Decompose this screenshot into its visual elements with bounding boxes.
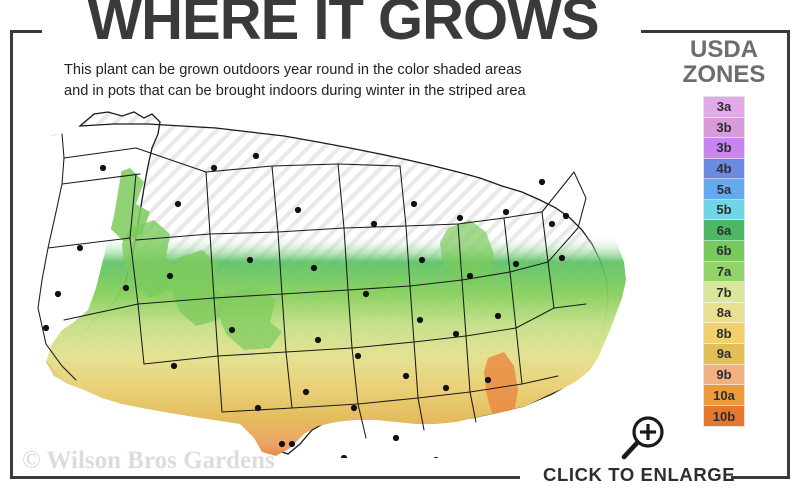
description-line-1: This plant can be grown outdoors year ro… [64,62,522,78]
usda-hardiness-zone-map[interactable] [18,108,658,458]
mid-atlantic-green-band [440,220,494,286]
legend-swatch-7b-9: 7b [704,282,744,303]
description-line-2: and in pots that can be brought indoors … [64,82,526,99]
state-boundaries-layer [37,133,587,439]
legend-swatch-3b-2: 3b [704,138,744,159]
legend-swatch-5b-5: 5b [704,199,744,221]
legend-swatch-column: 3a 3b 3b 4b 5a 5b 6a 6b 7a 7b 8a 8b 9a 9b 10a 10b [703,95,745,428]
click-to-enlarge-label[interactable]: CLICK TO ENLARGE [543,464,736,485]
frame-left-edge [10,30,13,479]
city-dots-layer [42,152,570,458]
florida-warm-tip [484,352,518,424]
frame-top-right-segment [641,30,790,33]
map-svg [37,111,626,458]
page-title: WHERE IT GROWS [87,0,599,52]
legend-title: USDA ZONES [668,36,780,88]
legend-swatch-10b-15: 10b [704,405,744,427]
legend-swatch-6a-6: 6a [704,220,744,242]
legend-swatch-3b-1: 3b [704,117,744,139]
legend-title-line-1: USDA [689,36,758,63]
legend-swatch-7a-8: 7a [704,261,744,283]
legend-swatch-9b-13: 9b [704,364,744,386]
frame-right-edge [787,30,790,479]
legend-swatch-8b-11: 8b [704,323,744,345]
description-text: This plant can be grown outdoors year ro… [64,60,630,101]
copyright-watermark: © Wilson Bros Gardens [22,447,275,474]
map-zone-gradient-layer [46,117,626,456]
legend-swatch-5a-4: 5a [704,179,744,200]
legend-swatch-10a-14: 10a [704,385,744,406]
magnifier-plus-icon[interactable] [618,415,668,463]
legend-swatch-9a-12: 9a [704,344,744,365]
frame-top-left-segment [10,30,42,33]
inland-west-green-patch-4 [218,286,282,350]
usda-zones-legend: USDA ZONES 3a 3b 3b 4b 5a 5b 6a 6b 7a 7b 8a 8b 9a 9b 1… [668,36,780,428]
legend-swatch-6b-7: 6b [704,241,744,262]
frame-bottom-right-segment [731,476,790,479]
frame-bottom-left-segment [10,476,520,479]
legend-swatch-4b-3: 4b [704,158,744,180]
legend-title-line-2: ZONES [682,60,766,88]
legend-swatch-8a-10: 8a [704,302,744,324]
legend-swatch-3a-0: 3a [704,96,744,118]
